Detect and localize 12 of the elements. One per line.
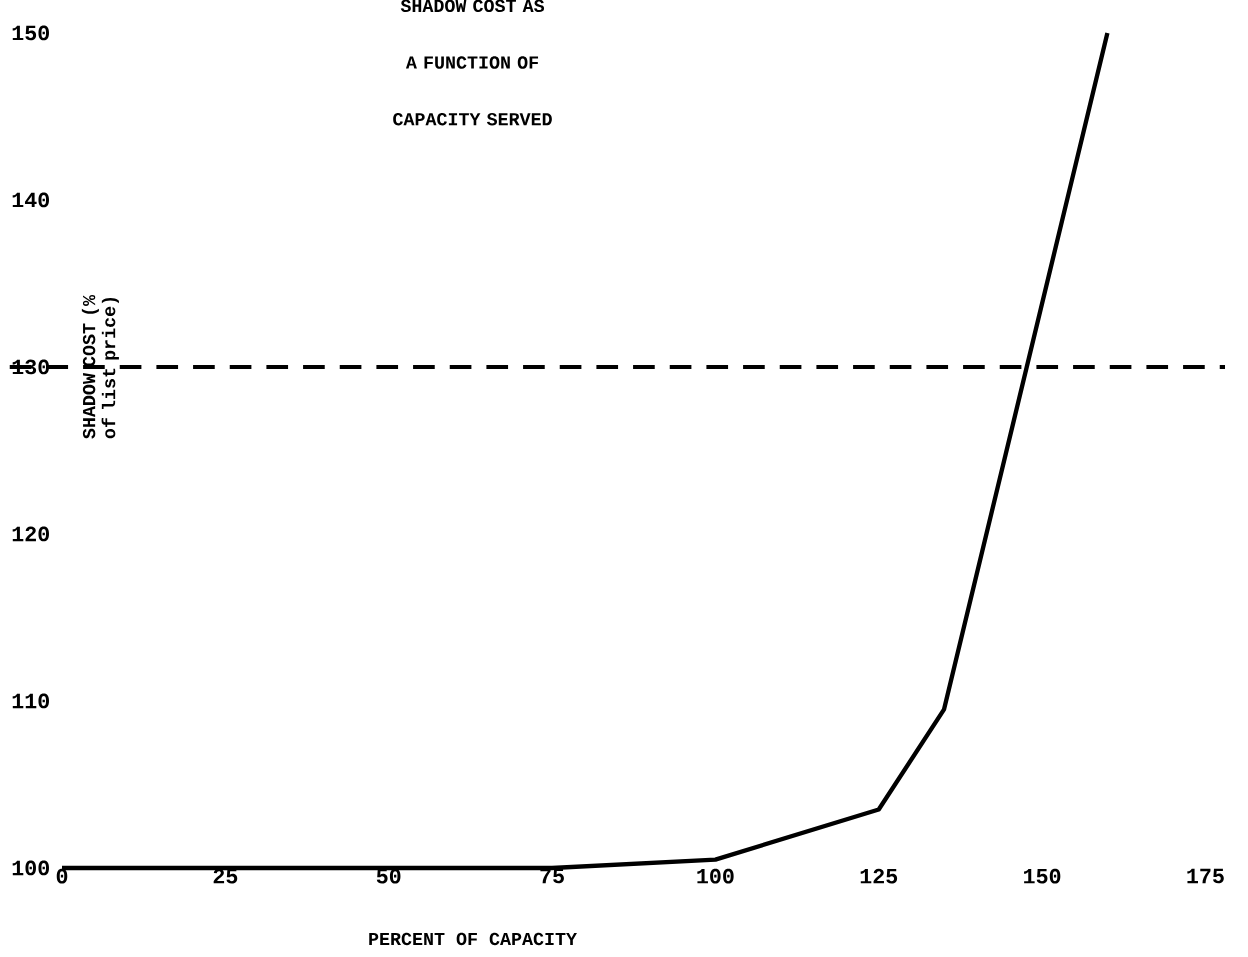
x-tick-label: 0 bbox=[56, 868, 68, 884]
y-axis-title: SHADOW COST (% of list price) bbox=[81, 294, 119, 439]
x-tick-label: 150 bbox=[1024, 868, 1061, 884]
x-tick-label: 175 bbox=[1187, 868, 1224, 884]
y-tick-label: 120 bbox=[12, 526, 49, 542]
x-axis-title: PERCENT OF CAPACITY bbox=[369, 932, 577, 946]
x-tick-label: 100 bbox=[697, 868, 734, 884]
y-tick-label: 140 bbox=[12, 192, 49, 208]
y-tick-label: 150 bbox=[12, 25, 49, 41]
chart-title: SHADOW COST AS A FUNCTION OF CAPACITY SERVED bbox=[393, 0, 552, 126]
x-tick-label: 125 bbox=[860, 868, 898, 884]
y-tick-label: 110 bbox=[12, 693, 49, 709]
